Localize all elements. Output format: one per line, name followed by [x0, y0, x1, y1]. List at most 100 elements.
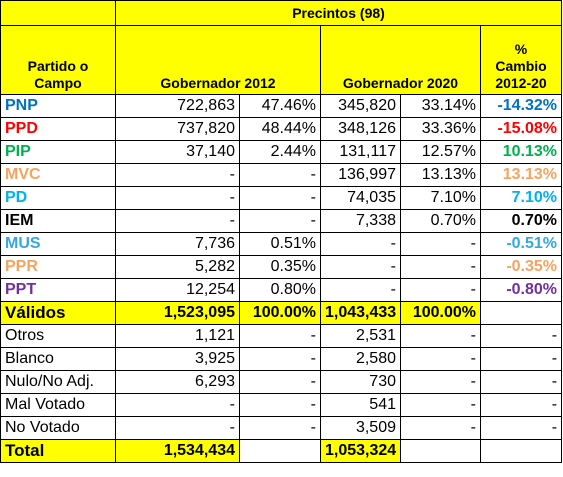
votes-2012-cell: - [115, 209, 240, 233]
valid-percent-2020-cell: 100.00% [400, 301, 481, 325]
other-label-cell: Otros [0, 324, 116, 348]
votes-2012-cell: - [115, 163, 240, 187]
party-name-cell: PPR [0, 255, 116, 279]
percent-2012-cell: - [239, 324, 321, 348]
change-cell: - [479, 324, 563, 348]
percent-2020-cell: 33.36% [400, 117, 481, 141]
votes-2020-cell: 7,338 [320, 209, 401, 233]
party-name-cell: PPT [0, 278, 116, 302]
votes-2020-cell: 131,117 [320, 140, 401, 164]
percent-2020-cell: 33.14% [400, 94, 481, 118]
percent-2020-cell: - [400, 255, 481, 279]
percent-2012-cell: 0.80% [239, 278, 321, 302]
votes-2012-cell: 3,925 [115, 347, 240, 371]
other-votes-row: Mal Votado - -541- - [0, 393, 563, 417]
party-row: MVC - -136,997 13.13% 13.13% [0, 163, 563, 187]
other-label-cell: Mal Votado [0, 393, 116, 417]
votes-2020-cell: 541 [320, 393, 401, 417]
percent-2020-cell: - [400, 347, 481, 371]
change-column-header: % Cambio 2012-20 [479, 25, 563, 95]
other-label-cell: Nulo/No Adj. [0, 370, 116, 394]
party-row: PIP 37,140 2.44% 131,117 12.57% 10.13% [0, 140, 563, 164]
change-cell: 13.13% [479, 163, 563, 187]
votes-2020-cell: 2,580 [320, 347, 401, 371]
header-row-top: Precintos (98) [0, 0, 563, 26]
votes-2020-cell: 74,035 [320, 186, 401, 210]
change-cell: 0.70% [479, 209, 563, 233]
valid-percent-2012-cell: 100.00% [239, 301, 321, 325]
party-row: PPR 5,282 0.35% - - -0.35% [0, 255, 563, 279]
party-header-line1: Partido o [27, 58, 89, 74]
valid-change-cell [479, 301, 563, 325]
percent-2012-cell: 2.44% [239, 140, 321, 164]
percent-2020-cell: 12.57% [400, 140, 481, 164]
other-votes-row: Nulo/No Adj. 6,293-730- - [0, 370, 563, 394]
party-row: IEM - -7,338 0.70% 0.70% [0, 209, 563, 233]
change-cell: - [479, 393, 563, 417]
total-change-cell [479, 439, 563, 463]
percent-2020-cell: 0.70% [400, 209, 481, 233]
percent-2020-cell: 13.13% [400, 163, 481, 187]
percent-2020-cell: - [400, 393, 481, 417]
party-name-cell: PNP [0, 94, 116, 118]
election-results-table: Precintos (98) Partido o Campo Gobernado… [0, 0, 563, 463]
votes-2020-cell: 348,126 [320, 117, 401, 141]
precincts-header: Precintos (98) [114, 0, 563, 26]
other-votes-row: No Votado - -3,509- - [0, 416, 563, 440]
votes-2020-cell: 3,509 [320, 416, 401, 440]
votes-2012-cell: 722,863 [115, 94, 240, 118]
total-label-cell: Total [0, 439, 116, 463]
percent-2012-cell: - [239, 370, 321, 394]
votes-2012-cell: 37,140 [115, 140, 240, 164]
votes-2012-cell: 7,736 [115, 232, 240, 256]
other-votes-row: Otros 1,121-2,531- - [0, 324, 563, 348]
total-percent-2012-cell [239, 439, 321, 463]
percent-2020-cell: - [400, 370, 481, 394]
percent-2012-cell: - [239, 393, 321, 417]
votes-2012-cell: - [115, 416, 240, 440]
party-column-header: Partido o Campo [0, 25, 116, 95]
valid-votes-2012-cell: 1,523,095 [115, 301, 240, 325]
percent-2020-cell: - [400, 416, 481, 440]
header-blank-cell [0, 0, 116, 26]
percent-2012-cell: 48.44% [239, 117, 321, 141]
votes-2012-cell: - [115, 186, 240, 210]
votes-2020-cell: - [320, 278, 401, 302]
percent-2012-cell: 47.46% [239, 94, 321, 118]
votes-2020-cell: 136,997 [320, 163, 401, 187]
party-name-cell: MVC [0, 163, 116, 187]
percent-2012-cell: - [239, 209, 321, 233]
percent-2012-cell: - [239, 163, 321, 187]
change-cell: -0.80% [479, 278, 563, 302]
total-percent-2020-cell [400, 439, 481, 463]
percent-2020-cell: - [400, 324, 481, 348]
party-name-cell: IEM [0, 209, 116, 233]
header-row-main: Partido o Campo Gobernador 2012 Gobernad… [0, 25, 563, 95]
party-row: PD - -74,035 7.10% 7.10% [0, 186, 563, 210]
votes-2020-cell: 345,820 [320, 94, 401, 118]
change-header-line1: % [514, 41, 528, 57]
change-cell: - [479, 370, 563, 394]
party-name-cell: PD [0, 186, 116, 210]
change-cell: -0.35% [479, 255, 563, 279]
valid-votes-2020-cell: 1,043,433 [320, 301, 401, 325]
change-header-line3: 2012-20 [495, 75, 547, 91]
votes-2012-cell: 6,293 [115, 370, 240, 394]
percent-2012-cell: 0.35% [239, 255, 321, 279]
other-label-cell: No Votado [0, 416, 116, 440]
other-votes-row: Blanco 3,925-2,580- - [0, 347, 563, 371]
party-name-cell: PIP [0, 140, 116, 164]
change-cell: 10.13% [479, 140, 563, 164]
votes-2020-cell: 730 [320, 370, 401, 394]
percent-2012-cell: 0.51% [239, 232, 321, 256]
votes-2020-cell: - [320, 232, 401, 256]
party-name-cell: PPD [0, 117, 116, 141]
change-cell: -0.51% [479, 232, 563, 256]
percent-2020-cell: - [400, 278, 481, 302]
change-cell: 7.10% [479, 186, 563, 210]
percent-2012-cell: - [239, 347, 321, 371]
votes-2020-cell: - [320, 255, 401, 279]
change-cell: - [479, 347, 563, 371]
table-body: Precintos (98) Partido o Campo Gobernado… [0, 0, 563, 463]
party-name-cell: MUS [0, 232, 116, 256]
